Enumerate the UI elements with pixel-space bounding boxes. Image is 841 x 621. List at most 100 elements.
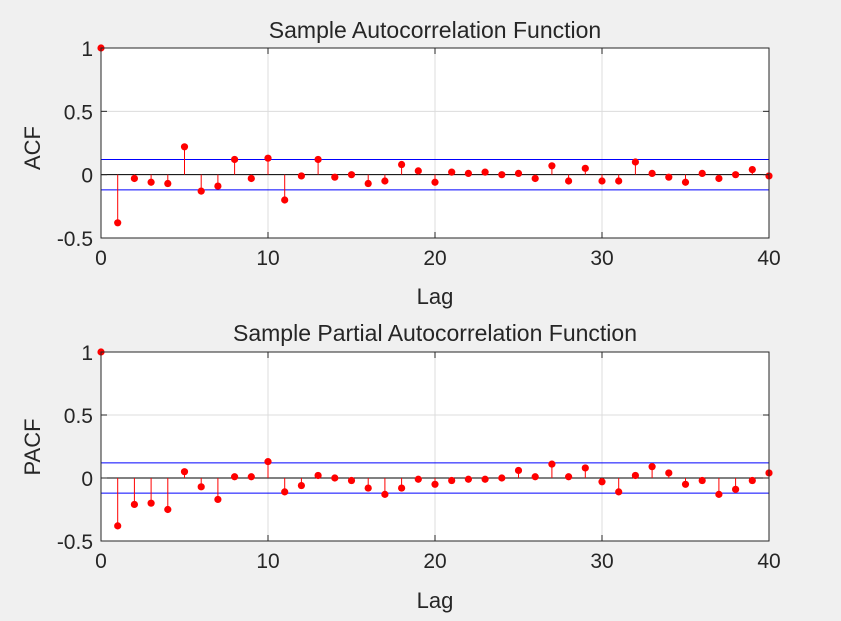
acf-stem-marker — [514, 169, 523, 177]
pacf-stem-marker — [214, 495, 222, 504]
pacf-stem-marker — [414, 475, 422, 483]
acf-stem-marker — [180, 143, 189, 151]
acf-stem-marker — [548, 162, 556, 170]
pacf-stem-marker — [732, 485, 740, 493]
pacf-stem-marker — [615, 488, 623, 496]
pacf-stem-marker — [281, 488, 289, 496]
pacf-stem-marker — [197, 483, 205, 491]
pacf-stem-marker — [681, 480, 690, 488]
acf-stem-marker — [114, 219, 122, 227]
pacf-x-tick-label: 10 — [256, 550, 279, 573]
pacf-xlabel: Lag — [417, 588, 454, 613]
pacf-x-tick-label: 0 — [95, 550, 107, 573]
pacf-stem-marker — [398, 484, 406, 492]
pacf-ylabel: PACF — [20, 418, 45, 475]
acf-x-tick-label: 20 — [423, 247, 446, 270]
pacf-stem-marker — [565, 473, 573, 481]
acf-stem-marker — [631, 158, 640, 166]
pacf-x-tick-label: 40 — [757, 550, 780, 573]
acf-stem-marker — [381, 177, 389, 185]
acf-y-tick-label: 0.5 — [64, 101, 93, 124]
acf-xlabel: Lag — [417, 284, 454, 309]
pacf-stem-marker — [297, 481, 305, 490]
pacf-stem-marker — [748, 476, 756, 485]
acf-stem-marker — [698, 169, 706, 177]
pacf-stem-marker — [264, 458, 272, 466]
pacf-stem-marker — [381, 490, 389, 498]
acf-stem-marker — [681, 178, 690, 186]
acf-stem-marker — [414, 167, 422, 175]
pacf-stem-marker — [314, 471, 322, 480]
acf-stem-marker — [347, 171, 356, 179]
pacf-y-tick-label: 0.5 — [64, 405, 93, 428]
acf-x-tick-label: 30 — [590, 247, 613, 270]
acf-stem-marker — [164, 179, 172, 188]
acf-x-tick-label: 10 — [256, 247, 279, 270]
acf-stem-marker — [448, 168, 456, 176]
acf-y-tick-label: 0 — [81, 165, 93, 188]
acf-y-tick-label: 1 — [81, 38, 93, 61]
pacf-y-tick-label: -0.5 — [57, 531, 93, 554]
pacf-stem-marker — [648, 463, 656, 471]
acf-stem-marker — [130, 174, 138, 183]
pacf-stem-marker — [164, 505, 172, 514]
acf-stem-marker — [715, 174, 723, 183]
pacf-stem-marker — [464, 475, 472, 483]
acf-stem-marker — [431, 178, 439, 186]
pacf-stem-marker — [231, 473, 239, 481]
acf-stem-marker — [531, 174, 539, 183]
acf-stem-marker — [581, 164, 589, 172]
pacf-stem-marker — [665, 469, 673, 477]
acf-stem-marker — [732, 171, 740, 179]
acf-stem-marker — [147, 178, 155, 186]
acf-stem-marker — [214, 182, 222, 190]
acf-stem-marker — [247, 174, 255, 183]
acf-ylabel: ACF — [20, 126, 45, 170]
pacf-stem-marker — [548, 460, 556, 468]
acf-stem-marker — [748, 166, 756, 174]
acf-stem-marker — [615, 177, 623, 185]
acf-stem-marker — [281, 196, 289, 204]
acf-title: Sample Autocorrelation Function — [269, 17, 601, 43]
acf-stem-marker — [231, 155, 239, 164]
pacf-stem-marker — [631, 471, 640, 480]
pacf-x-tick-label: 30 — [590, 550, 613, 573]
pacf-stem-marker — [481, 475, 489, 483]
pacf-stem-marker — [581, 464, 589, 472]
acf-stem-marker — [481, 168, 489, 176]
acf-stem-marker — [665, 173, 673, 181]
acf-stem-marker — [264, 154, 272, 162]
pacf-stem-marker — [364, 484, 372, 492]
acf-stem-marker — [197, 187, 205, 195]
acf-stem-marker — [297, 172, 305, 180]
pacf-stem-marker — [331, 474, 339, 482]
pacf-stem-marker — [531, 473, 539, 481]
pacf-stem-marker — [514, 466, 523, 475]
acf-stem-marker — [398, 160, 406, 169]
pacf-stem-marker — [598, 478, 606, 486]
acf-stem-marker — [565, 177, 573, 185]
acf-x-tick-label: 0 — [95, 247, 107, 270]
pacf-stem-marker — [114, 522, 122, 530]
pacf-stem-marker — [498, 474, 506, 482]
pacf-stem-marker — [130, 500, 138, 509]
acf-stem-marker — [598, 177, 606, 185]
pacf-y-tick-label: 0 — [81, 468, 93, 491]
pacf-x-tick-label: 20 — [423, 550, 446, 573]
pacf-stem-marker — [715, 490, 723, 498]
acf-stem-marker — [364, 179, 372, 188]
acf-stem-marker — [648, 169, 656, 177]
pacf-stem-marker — [698, 476, 706, 485]
acf-stem-marker — [314, 155, 322, 164]
acf-stem-marker — [498, 171, 506, 179]
pacf-y-tick-label: 1 — [81, 342, 93, 365]
acf-x-tick-label: 40 — [757, 247, 780, 270]
acf-y-tick-label: -0.5 — [57, 228, 93, 251]
pacf-stem-marker — [180, 468, 189, 476]
pacf-stem-marker — [431, 480, 439, 488]
